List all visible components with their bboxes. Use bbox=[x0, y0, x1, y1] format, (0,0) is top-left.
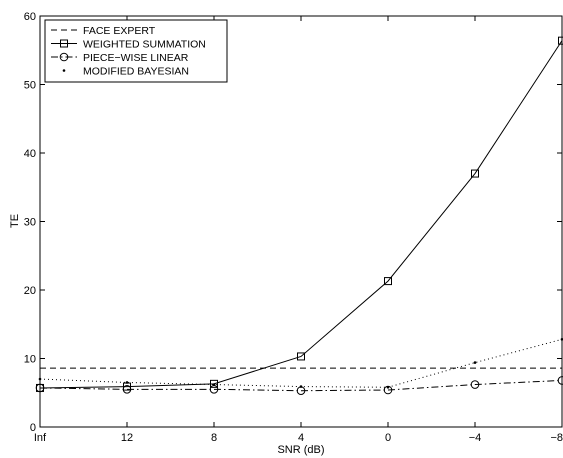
data-point bbox=[560, 338, 563, 341]
legend-marker bbox=[59, 52, 69, 62]
x-tick-label: 12 bbox=[121, 432, 133, 444]
x-tick-label: 0 bbox=[385, 432, 391, 444]
legend-label: PIECE−WISE LINEAR bbox=[83, 52, 189, 64]
y-tick-label: 40 bbox=[24, 148, 36, 160]
data-point bbox=[212, 383, 216, 386]
series-line bbox=[39, 40, 563, 389]
plot-area bbox=[39, 15, 563, 428]
y-tick-label: 60 bbox=[24, 11, 36, 23]
y-tick-label: 0 bbox=[30, 422, 36, 434]
data-point bbox=[38, 377, 42, 381]
legend-label: WEIGHTED SUMMATION bbox=[83, 39, 206, 51]
data-point bbox=[386, 385, 390, 389]
data-point bbox=[557, 376, 563, 385]
data-point bbox=[299, 385, 303, 388]
x-axis-label: SNR (dB) bbox=[277, 444, 324, 456]
legend-marker bbox=[62, 69, 66, 72]
legend-entry: FACE EXPERT bbox=[51, 25, 156, 37]
y-tick-label: 30 bbox=[24, 217, 36, 229]
x-tick-label: Inf bbox=[34, 432, 47, 444]
legend: FACE EXPERT WEIGHTED SUMMATIONPIECE−WISE … bbox=[44, 19, 228, 83]
data-point bbox=[473, 361, 477, 364]
x-tick-label: 8 bbox=[211, 432, 217, 444]
y-tick-label: 20 bbox=[24, 285, 36, 297]
legend-entry: MODIFIED BAYESIAN bbox=[62, 66, 189, 78]
data-point bbox=[35, 383, 45, 393]
x-tick-label: −8 bbox=[550, 432, 563, 444]
legend-entry: PIECE−WISE LINEAR bbox=[51, 52, 189, 64]
data-point bbox=[471, 169, 479, 178]
data-point bbox=[470, 380, 480, 389]
legend-label: MODIFIED BAYESIAN bbox=[83, 66, 189, 78]
y-axis-label: TE bbox=[9, 214, 21, 228]
data-point bbox=[297, 352, 305, 361]
data-point bbox=[558, 36, 563, 45]
y-tick-label: 50 bbox=[24, 80, 36, 92]
data-point bbox=[210, 379, 218, 388]
data-point bbox=[125, 381, 129, 384]
legend-entry: WEIGHTED SUMMATION bbox=[51, 39, 206, 51]
data-point bbox=[122, 385, 132, 394]
x-tick-label: −4 bbox=[469, 432, 482, 444]
series-layer bbox=[35, 36, 563, 395]
series-3 bbox=[38, 338, 563, 389]
legend-label: FACE EXPERT bbox=[83, 25, 156, 37]
y-tick-label: 10 bbox=[24, 354, 36, 366]
series-line bbox=[39, 379, 563, 392]
x-tick-label: 4 bbox=[298, 432, 304, 444]
data-point bbox=[384, 277, 392, 286]
legend-marker bbox=[60, 39, 68, 48]
